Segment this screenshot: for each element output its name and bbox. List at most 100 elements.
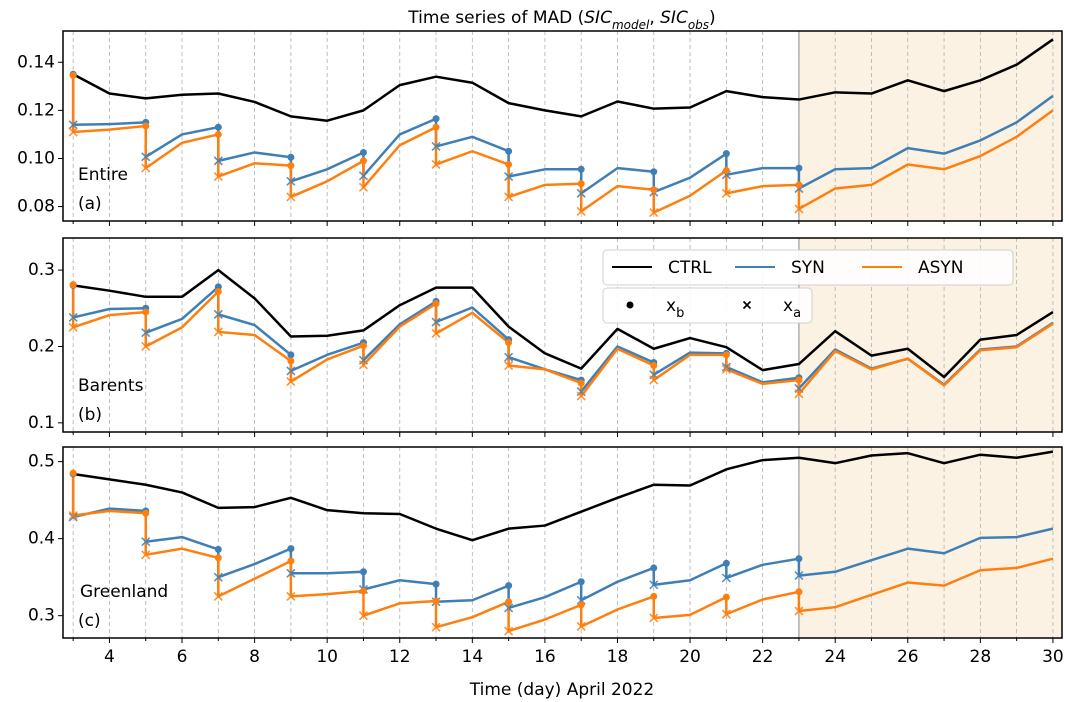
- legend-text: x: [666, 296, 676, 316]
- marker-cross: [794, 571, 804, 581]
- marker-cross: [721, 364, 731, 374]
- marker-dot: [795, 588, 803, 596]
- marker-cross: [431, 622, 441, 632]
- marker-dot: [214, 123, 222, 131]
- marker-dot: [505, 339, 513, 347]
- marker-cross: [576, 621, 586, 632]
- marker-cross: [504, 603, 514, 613]
- title-part: model: [612, 18, 650, 32]
- marker-dot: [650, 362, 658, 370]
- marker-dot: [505, 160, 513, 168]
- marker-dot: [214, 130, 222, 138]
- y-tick-label: 0.14: [17, 52, 55, 72]
- title-part: ,: [649, 8, 660, 28]
- title-part: obs: [688, 18, 709, 32]
- x-tick-label: 8: [249, 647, 260, 667]
- title-part: ): [709, 8, 716, 28]
- marker-dot: [142, 509, 150, 517]
- marker-cross: [68, 312, 78, 322]
- marker-dot: [795, 164, 803, 172]
- marker-cross: [286, 591, 296, 601]
- x-tick-label: 6: [177, 647, 188, 667]
- marker-dot: [432, 580, 440, 588]
- marker-dot: [722, 150, 730, 158]
- marker-dot: [577, 379, 585, 387]
- marker-dot: [650, 564, 658, 572]
- marker-dot: [287, 545, 295, 553]
- marker-dot: [722, 559, 730, 567]
- marker-dot: [69, 469, 77, 477]
- marker-dot: [432, 115, 440, 123]
- marker-cross: [721, 362, 731, 372]
- marker-cross: [213, 572, 223, 582]
- legend-label: ASYN: [918, 258, 964, 278]
- legend-label: xa: [783, 296, 801, 321]
- marker-cross: [504, 360, 514, 371]
- marker-cross: [286, 176, 296, 186]
- marker-dot: [287, 557, 295, 565]
- y-tick-label: 0.1: [28, 413, 55, 433]
- x-tick-label: 30: [1042, 647, 1064, 667]
- marker-cross: [358, 611, 369, 621]
- plot-frame: [62, 30, 1063, 222]
- marker-cross: [68, 120, 78, 130]
- marker-dot: [650, 592, 658, 600]
- marker-dot: [287, 357, 295, 365]
- marker-dot: [359, 157, 367, 165]
- legend-text: x: [783, 296, 793, 316]
- y-tick-label: 0.2: [28, 336, 55, 356]
- marker-cross: [141, 537, 151, 547]
- marker-cross: [286, 377, 296, 387]
- marker-dot: [650, 186, 658, 194]
- legend-box: [602, 287, 813, 324]
- marker-dot: [795, 376, 803, 384]
- title-part: Time series of MAD (: [407, 8, 584, 28]
- marker-cross: [213, 309, 223, 319]
- marker-cross: [504, 192, 514, 202]
- series-line: [72, 268, 1054, 379]
- legend-sub: a: [793, 306, 801, 321]
- marker-cross: [213, 171, 223, 182]
- marker-cross: [576, 188, 586, 198]
- marker-dot: [69, 281, 77, 289]
- marker-cross: [213, 327, 223, 337]
- marker-dot: [287, 162, 295, 170]
- marker-dot: [432, 597, 440, 605]
- marker-cross: [649, 613, 659, 623]
- y-tick-label: 0.3: [28, 260, 55, 280]
- x-tick-label: 12: [389, 647, 411, 667]
- y-tick-label: 0.08: [17, 197, 55, 217]
- region-label: Greenland: [80, 582, 168, 602]
- marker-cross: [431, 317, 441, 327]
- marker-dot: [577, 578, 585, 586]
- x-axis-label: Time (day) April 2022: [469, 680, 654, 700]
- legend-marker: [626, 301, 634, 309]
- y-tick-label: 0.5: [28, 452, 55, 472]
- marker-cross: [576, 206, 586, 216]
- marker-cross: [649, 208, 659, 218]
- marker-cross: [141, 550, 151, 560]
- region-label: Entire: [78, 165, 128, 185]
- marker-dot: [650, 168, 658, 176]
- marker-cross: [68, 512, 78, 522]
- x-tick-label: 20: [679, 647, 701, 667]
- marker-dot: [722, 593, 730, 601]
- marker-dot: [287, 153, 295, 161]
- legend-sub: b: [676, 306, 684, 321]
- x-tick-label: 28: [970, 647, 992, 667]
- x-tick-label: 22: [752, 647, 774, 667]
- x-tick-label: 14: [462, 647, 484, 667]
- marker-cross: [141, 163, 151, 173]
- marker-cross: [141, 341, 151, 352]
- marker-cross: [68, 127, 78, 137]
- legend-box: [602, 249, 1014, 286]
- series-line: [72, 450, 1054, 542]
- marker-cross: [721, 609, 731, 619]
- marker-dot: [359, 148, 367, 156]
- x-tick-label: 4: [104, 647, 115, 667]
- title-part: SIC: [584, 8, 612, 28]
- marker-cross: [141, 328, 151, 338]
- panel-label: (c): [78, 611, 101, 631]
- marker-cross: [141, 152, 151, 162]
